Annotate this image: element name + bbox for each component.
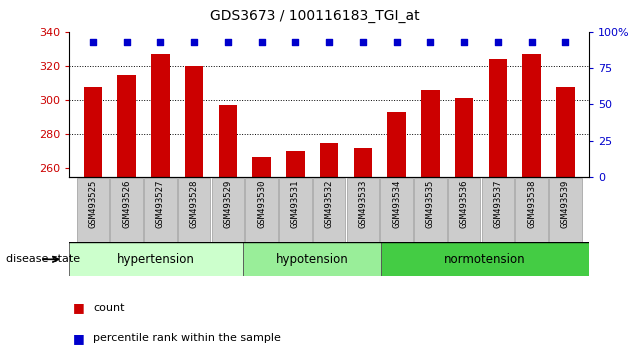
Text: GSM493537: GSM493537 <box>493 179 503 228</box>
Text: GSM493535: GSM493535 <box>426 179 435 228</box>
Text: GSM493529: GSM493529 <box>224 179 232 228</box>
Text: hypotension: hypotension <box>275 253 348 266</box>
Point <box>392 39 402 45</box>
Bar <box>320 143 338 177</box>
Text: ■: ■ <box>72 302 84 314</box>
Text: GSM493539: GSM493539 <box>561 179 570 228</box>
Point <box>324 39 335 45</box>
Bar <box>219 105 238 177</box>
Text: GSM493530: GSM493530 <box>257 179 266 228</box>
FancyBboxPatch shape <box>69 242 243 276</box>
Bar <box>84 86 102 177</box>
Text: GSM493526: GSM493526 <box>122 179 131 228</box>
Bar <box>286 152 305 177</box>
Text: GSM493525: GSM493525 <box>88 179 98 228</box>
Text: GSM493534: GSM493534 <box>392 179 401 228</box>
Text: ■: ■ <box>72 332 84 344</box>
Text: GSM493536: GSM493536 <box>460 179 469 228</box>
Bar <box>556 86 575 177</box>
FancyBboxPatch shape <box>246 178 278 242</box>
Bar <box>455 98 474 177</box>
FancyBboxPatch shape <box>549 178 581 242</box>
Text: GSM493538: GSM493538 <box>527 179 536 228</box>
Text: GSM493527: GSM493527 <box>156 179 165 228</box>
FancyBboxPatch shape <box>381 178 413 242</box>
Text: GSM493531: GSM493531 <box>291 179 300 228</box>
Bar <box>117 75 136 177</box>
FancyBboxPatch shape <box>448 178 481 242</box>
FancyBboxPatch shape <box>313 178 345 242</box>
Text: GSM493533: GSM493533 <box>358 179 367 228</box>
Point <box>156 39 166 45</box>
Text: GSM493528: GSM493528 <box>190 179 198 228</box>
Point <box>290 39 301 45</box>
Text: disease state: disease state <box>6 254 81 264</box>
FancyBboxPatch shape <box>110 178 143 242</box>
Point <box>527 39 537 45</box>
Point <box>223 39 233 45</box>
Bar <box>353 148 372 177</box>
Text: hypertension: hypertension <box>117 253 195 266</box>
Point <box>122 39 132 45</box>
Text: count: count <box>93 303 125 313</box>
FancyBboxPatch shape <box>77 178 109 242</box>
Point <box>561 39 571 45</box>
Bar <box>253 156 271 177</box>
Point <box>189 39 199 45</box>
FancyBboxPatch shape <box>212 178 244 242</box>
Point <box>88 39 98 45</box>
Text: percentile rank within the sample: percentile rank within the sample <box>93 333 281 343</box>
Point <box>358 39 368 45</box>
Bar <box>387 112 406 177</box>
Text: GDS3673 / 100116183_TGI_at: GDS3673 / 100116183_TGI_at <box>210 9 420 23</box>
Bar <box>185 66 203 177</box>
FancyBboxPatch shape <box>346 178 379 242</box>
Point <box>425 39 435 45</box>
Point <box>459 39 469 45</box>
Point <box>493 39 503 45</box>
FancyBboxPatch shape <box>482 178 514 242</box>
Bar <box>151 54 169 177</box>
Bar <box>489 59 507 177</box>
FancyBboxPatch shape <box>279 178 312 242</box>
FancyBboxPatch shape <box>243 242 381 276</box>
Text: GSM493532: GSM493532 <box>324 179 334 228</box>
Bar <box>421 90 440 177</box>
Bar <box>522 54 541 177</box>
FancyBboxPatch shape <box>144 178 176 242</box>
Text: normotension: normotension <box>444 253 526 266</box>
Point <box>256 39 266 45</box>
FancyBboxPatch shape <box>415 178 447 242</box>
FancyBboxPatch shape <box>178 178 210 242</box>
FancyBboxPatch shape <box>381 242 589 276</box>
FancyBboxPatch shape <box>515 178 548 242</box>
